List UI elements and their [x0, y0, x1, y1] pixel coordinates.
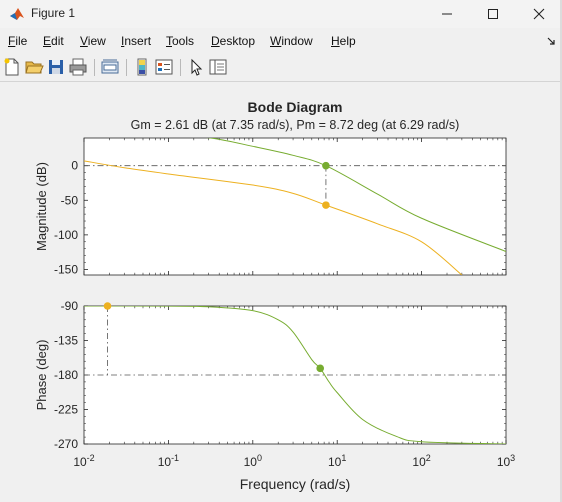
toolbar-separator [94, 59, 95, 76]
chart-title: Bode Diagram [248, 99, 343, 115]
magnitude-marker-1 [322, 201, 330, 209]
link-plot-icon [100, 57, 120, 77]
x-axis-label: Frequency (rad/s) [240, 476, 350, 492]
print-icon [68, 57, 88, 77]
print-button[interactable] [68, 57, 88, 77]
phase-ytick-label: -225 [54, 403, 78, 417]
x-tick-label-1: 10-1 [158, 453, 179, 469]
new-figure-button[interactable] [2, 57, 22, 77]
x-tick-label-0: 10-2 [73, 453, 94, 469]
save-button[interactable] [46, 57, 66, 77]
menu-help[interactable]: Help [331, 34, 356, 48]
x-tick-label-3: 101 [328, 453, 346, 469]
link-plot-button[interactable] [100, 57, 120, 77]
menu-file[interactable]: File [8, 34, 27, 48]
maximize-icon [486, 7, 500, 21]
close-button[interactable] [516, 0, 562, 28]
menu-tools[interactable]: Tools [166, 34, 194, 48]
matlab-icon [9, 6, 25, 22]
property-inspector-button[interactable] [208, 57, 228, 77]
magnitude-axes [84, 138, 506, 275]
close-icon [532, 7, 546, 21]
menu-view[interactable]: View [80, 34, 106, 48]
menu-window[interactable]: Window [270, 34, 313, 48]
magnitude-marker-0 [322, 162, 330, 170]
toolbar-separator [126, 59, 127, 76]
insert-legend-icon [154, 57, 174, 77]
phase-marker-0 [316, 365, 324, 373]
phase-ytick-label: -180 [54, 368, 78, 382]
phase-marker-1 [104, 302, 112, 310]
insert-colorbar-button[interactable] [132, 57, 152, 77]
chart-subtitle: Gm = 2.61 dB (at 7.35 rad/s), Pm = 8.72 … [131, 118, 460, 132]
dock-figure-icon[interactable] [546, 36, 556, 46]
minimize-button[interactable] [424, 0, 470, 28]
phase-ytick-label: -270 [54, 437, 78, 451]
edit-plot-arrow-icon [186, 57, 206, 77]
magnitude-ytick-label: -50 [61, 193, 79, 207]
new-figure-icon [2, 57, 22, 77]
menu-edit[interactable]: Edit [43, 34, 64, 48]
open-file-icon [24, 57, 44, 77]
window-title: Figure 1 [31, 6, 75, 20]
minimize-icon [440, 7, 454, 21]
maximize-button[interactable] [470, 0, 516, 28]
phase-y-label: Phase (deg) [34, 340, 49, 411]
menu-desktop[interactable]: Desktop [211, 34, 255, 48]
insert-legend-button[interactable] [154, 57, 174, 77]
x-tick-label-4: 102 [412, 453, 430, 469]
phase-ytick-label: -90 [61, 299, 79, 313]
x-tick-label-5: 103 [497, 453, 515, 469]
open-file-button[interactable] [24, 57, 44, 77]
menu-bar: File Edit View Insert Tools Desktop Wind… [0, 28, 562, 54]
save-icon [46, 57, 66, 77]
edit-plot-button[interactable] [186, 57, 206, 77]
x-tick-label-2: 100 [244, 453, 262, 469]
phase-ytick-label: -135 [54, 334, 78, 348]
figure-toolbar [0, 54, 562, 82]
property-inspector-icon [208, 57, 228, 77]
magnitude-ytick-label: -100 [54, 228, 78, 242]
bode-plot: Bode Diagram Gm = 2.61 dB (at 7.35 rad/s)… [0, 82, 562, 502]
toolbar-separator [180, 59, 181, 76]
title-bar: Figure 1 [0, 0, 562, 28]
figure-canvas: Bode Diagram Gm = 2.61 dB (at 7.35 rad/s)… [0, 82, 562, 502]
magnitude-y-label: Magnitude (dB) [34, 162, 49, 251]
insert-colorbar-icon [132, 57, 152, 77]
magnitude-ytick-label: 0 [71, 159, 78, 173]
magnitude-ytick-label: -150 [54, 262, 78, 276]
menu-insert[interactable]: Insert [121, 34, 151, 48]
